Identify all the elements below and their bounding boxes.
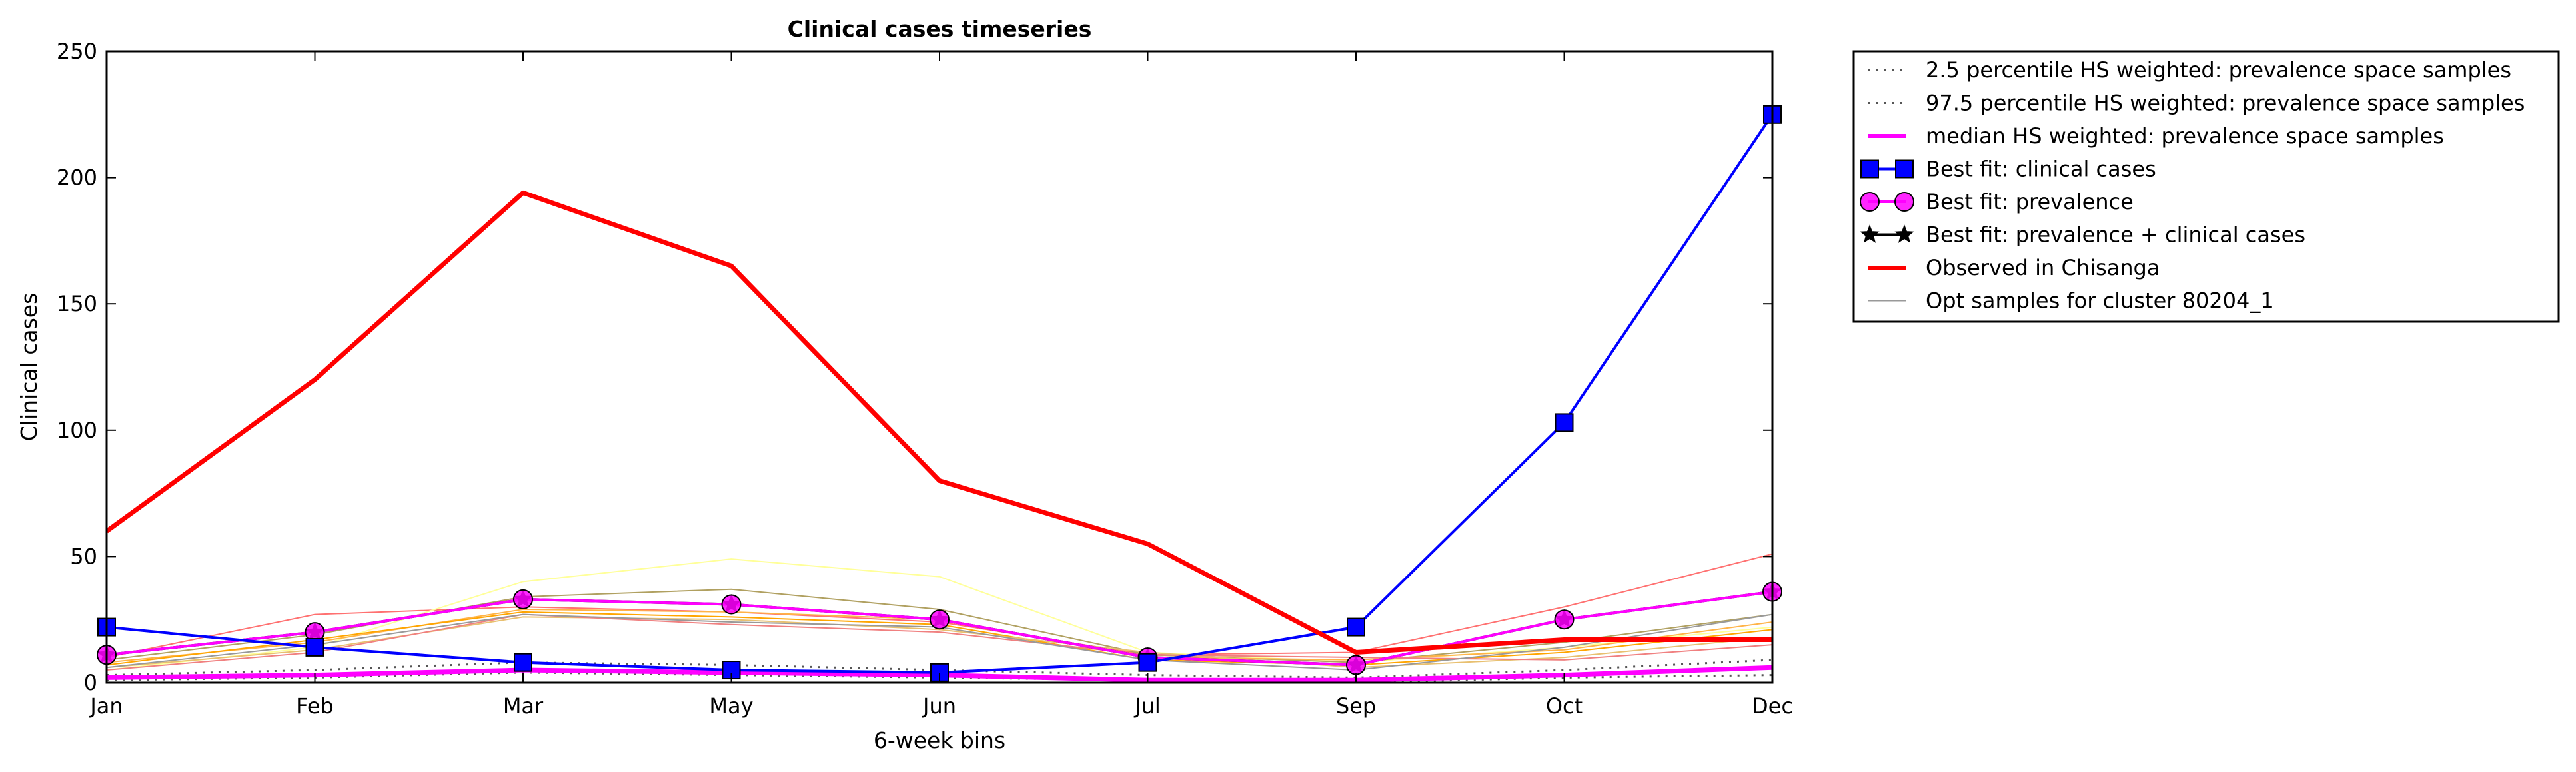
sample-line-6 <box>107 616 1772 669</box>
legend-marker <box>1894 224 1914 243</box>
point-best-fit-clinical-cases-8 <box>1555 413 1574 432</box>
point-best-fit-clinical-cases-2 <box>305 637 324 657</box>
legend-entry-best-fit-prevalence-clinical-cases: Best fit: prevalence + clinical cases <box>1860 222 2305 248</box>
x-tick-label: Oct <box>1546 693 1583 719</box>
legend-entry-best-fit-clinical-cases: Best fit: clinical cases <box>1860 157 2156 182</box>
legend-marker <box>1860 192 1880 212</box>
legend-label: median HS weighted: prevalence space sam… <box>1926 123 2444 149</box>
legend-label: Best fit: prevalence + clinical cases <box>1926 222 2305 248</box>
legend-entry-97-5-percentile-hs-weighted-prevalence-space-samples: 97.5 percentile HS weighted: prevalence … <box>1868 91 2525 116</box>
x-tick-label: May <box>709 693 753 719</box>
y-tick-label: 0 <box>84 670 97 695</box>
plot-area <box>97 105 1782 683</box>
x-tick-label: Jan <box>89 693 123 719</box>
legend-label: 97.5 percentile HS weighted: prevalence … <box>1926 91 2525 116</box>
x-tick-label: Mar <box>503 693 544 719</box>
y-tick-label: 250 <box>57 39 97 64</box>
sample-line-7 <box>107 613 1772 671</box>
legend-entry-best-fit-prevalence: Best fit: prevalence <box>1860 189 2134 214</box>
x-tick-label: Feb <box>296 693 334 719</box>
legend-entry-median-hs-weighted-prevalence-space-samples: median HS weighted: prevalence space sam… <box>1868 123 2444 149</box>
legend-label: 2.5 percentile HS weighted: prevalence s… <box>1926 57 2511 83</box>
legend-label: Best fit: clinical cases <box>1926 157 2156 182</box>
y-axis-title: Clinical cases <box>16 293 42 442</box>
point-best-fit-clinical-cases-6 <box>1138 653 1157 672</box>
legend-marker <box>1860 224 1880 243</box>
y-tick-label: 50 <box>70 544 97 569</box>
legend-marker <box>1895 159 1914 179</box>
point-best-fit-prevalence-3 <box>513 589 533 609</box>
x-tick-label: Jun <box>922 693 956 719</box>
series-line-best-fit-clinical-cases <box>107 113 1772 674</box>
point-best-fit-prevalence-7 <box>1346 655 1366 675</box>
legend-label: Observed in Chisanga <box>1926 255 2160 280</box>
legend-label: Opt samples for cluster 80204_1 <box>1926 288 2274 314</box>
x-tick-label: Dec <box>1752 693 1793 719</box>
legend-marker <box>1860 159 1879 179</box>
point-best-fit-prevalence-5 <box>930 609 950 630</box>
y-tick-label: 150 <box>57 291 97 316</box>
legend-entry-observed-in-chisanga: Observed in Chisanga <box>1868 255 2160 280</box>
point-best-fit-prevalence-4 <box>721 594 742 615</box>
y-tick-label: 200 <box>57 165 97 191</box>
legend-entry-opt-samples-for-cluster-80204-1: Opt samples for cluster 80204_1 <box>1868 288 2274 314</box>
series-line-observed-in-chisanga <box>107 190 1772 655</box>
x-axis-title: 6-week bins <box>874 727 1005 753</box>
chart-title: Clinical cases timeseries <box>788 16 1092 42</box>
x-tick-label: Jul <box>1133 693 1161 719</box>
point-best-fit-clinical-cases-3 <box>514 653 532 672</box>
point-best-fit-clinical-cases-7 <box>1347 617 1365 637</box>
legend-marker <box>1894 192 1914 212</box>
y-tick-label: 100 <box>57 418 97 443</box>
legend-entry-2-5-percentile-hs-weighted-prevalence-space-samples: 2.5 percentile HS weighted: prevalence s… <box>1868 57 2511 83</box>
legend: 2.5 percentile HS weighted: prevalence s… <box>1852 50 2560 323</box>
legend-label: Best fit: prevalence <box>1926 189 2134 214</box>
point-best-fit-prevalence-8 <box>1554 609 1575 630</box>
sample-line-2 <box>107 558 1772 671</box>
axes-ticks: 0 50 100 150 200 250 Jan Feb Mar May Jun Jul Sep Oct D… <box>57 39 1793 719</box>
x-tick-label: Sep <box>1336 693 1376 719</box>
legend-frame <box>1852 50 2560 323</box>
plot-frame <box>105 50 1774 684</box>
